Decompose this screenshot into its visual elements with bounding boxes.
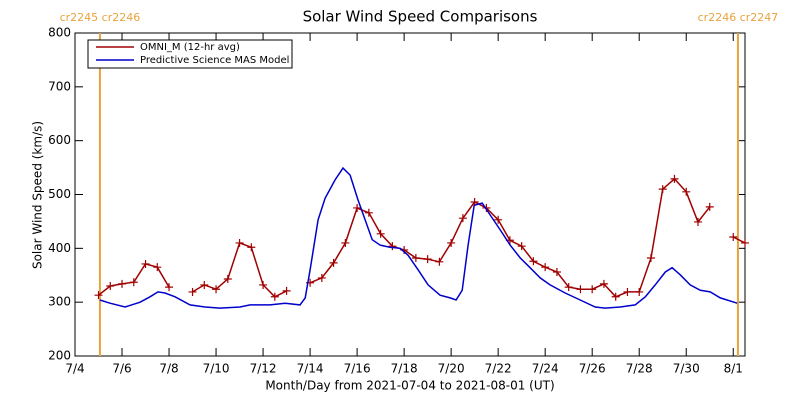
y-tick-label: 400	[48, 241, 71, 255]
point-marker	[353, 203, 362, 212]
x-tick-label: 8/1	[724, 362, 743, 376]
point-marker	[576, 285, 585, 294]
y-tick-label: 800	[48, 26, 71, 40]
series-line	[192, 241, 287, 298]
x-tick-label: 7/20	[438, 362, 465, 376]
y-tick-label: 700	[48, 79, 71, 93]
point-marker	[235, 238, 244, 247]
x-tick-label: 7/14	[297, 362, 324, 376]
series-line	[99, 166, 738, 309]
point-marker	[541, 263, 550, 272]
point-marker	[682, 187, 691, 196]
point-marker	[741, 238, 749, 247]
plot-frame	[74, 32, 746, 357]
point-marker	[599, 279, 608, 288]
y-axis-label: Solar Wind Speed (km/s)	[31, 121, 45, 269]
series-line	[732, 236, 746, 244]
point-marker	[458, 214, 467, 223]
legend-box	[87, 39, 293, 69]
point-marker	[364, 208, 373, 217]
point-marker	[670, 174, 679, 183]
point-marker	[529, 257, 538, 266]
x-tick-label: 7/16	[344, 362, 371, 376]
point-marker	[118, 279, 127, 288]
point-marker	[94, 291, 103, 300]
annotation: cr2246 cr2247	[698, 11, 779, 24]
point-marker	[329, 258, 338, 267]
point-marker	[153, 263, 162, 272]
x-tick-label: 7/8	[159, 362, 178, 376]
y-tick-label: 200	[48, 349, 71, 363]
legend-label: OMNI_M (12-hr avg)	[140, 42, 240, 53]
point-marker	[447, 238, 456, 247]
point-marker	[259, 280, 268, 289]
chart-title: Solar Wind Speed Comparisons	[303, 8, 538, 26]
point-marker	[165, 283, 174, 292]
point-marker	[188, 287, 197, 296]
point-marker	[129, 278, 138, 287]
point-marker	[423, 255, 432, 264]
x-tick-label: 7/24	[532, 362, 559, 376]
point-marker	[517, 242, 526, 251]
point-marker	[411, 254, 420, 263]
point-marker	[282, 286, 291, 295]
point-marker	[341, 238, 350, 247]
point-marker	[611, 292, 620, 301]
y-tick-label: 500	[48, 187, 71, 201]
point-marker	[588, 285, 597, 294]
point-marker	[106, 282, 115, 291]
point-marker	[623, 287, 632, 296]
annotation: cr2245 cr2246	[60, 11, 141, 24]
point-marker	[317, 273, 326, 282]
point-marker	[658, 185, 667, 194]
point-marker	[223, 275, 232, 284]
point-marker	[388, 242, 397, 251]
point-marker	[435, 257, 444, 266]
x-tick-label: 7/10	[203, 362, 230, 376]
point-marker	[247, 243, 256, 252]
legend-label: Predictive Science MAS Model	[140, 55, 289, 66]
point-marker	[141, 259, 150, 268]
point-marker	[693, 217, 702, 226]
point-marker	[494, 215, 503, 224]
point-marker	[212, 285, 221, 294]
x-axis-label: Month/Day from 2021-07-04 to 2021-08-01 …	[265, 379, 554, 393]
point-marker	[564, 283, 573, 292]
point-marker	[376, 229, 385, 238]
point-marker	[705, 202, 714, 211]
x-tick-label: 7/18	[391, 362, 418, 376]
point-marker	[635, 287, 644, 296]
point-marker	[552, 268, 561, 277]
point-marker	[729, 233, 738, 242]
point-marker	[200, 280, 209, 289]
x-tick-label: 7/22	[485, 362, 512, 376]
point-marker	[646, 254, 655, 263]
x-tick-label: 7/12	[250, 362, 277, 376]
y-tick-label: 600	[48, 133, 71, 147]
x-tick-label: 7/26	[579, 362, 606, 376]
y-tick-label: 300	[48, 295, 71, 309]
x-tick-label: 7/6	[112, 362, 131, 376]
x-tick-label: 7/30	[673, 362, 700, 376]
x-tick-label: 7/28	[626, 362, 653, 376]
point-marker	[270, 292, 279, 301]
x-tick-label: 7/4	[65, 362, 84, 376]
